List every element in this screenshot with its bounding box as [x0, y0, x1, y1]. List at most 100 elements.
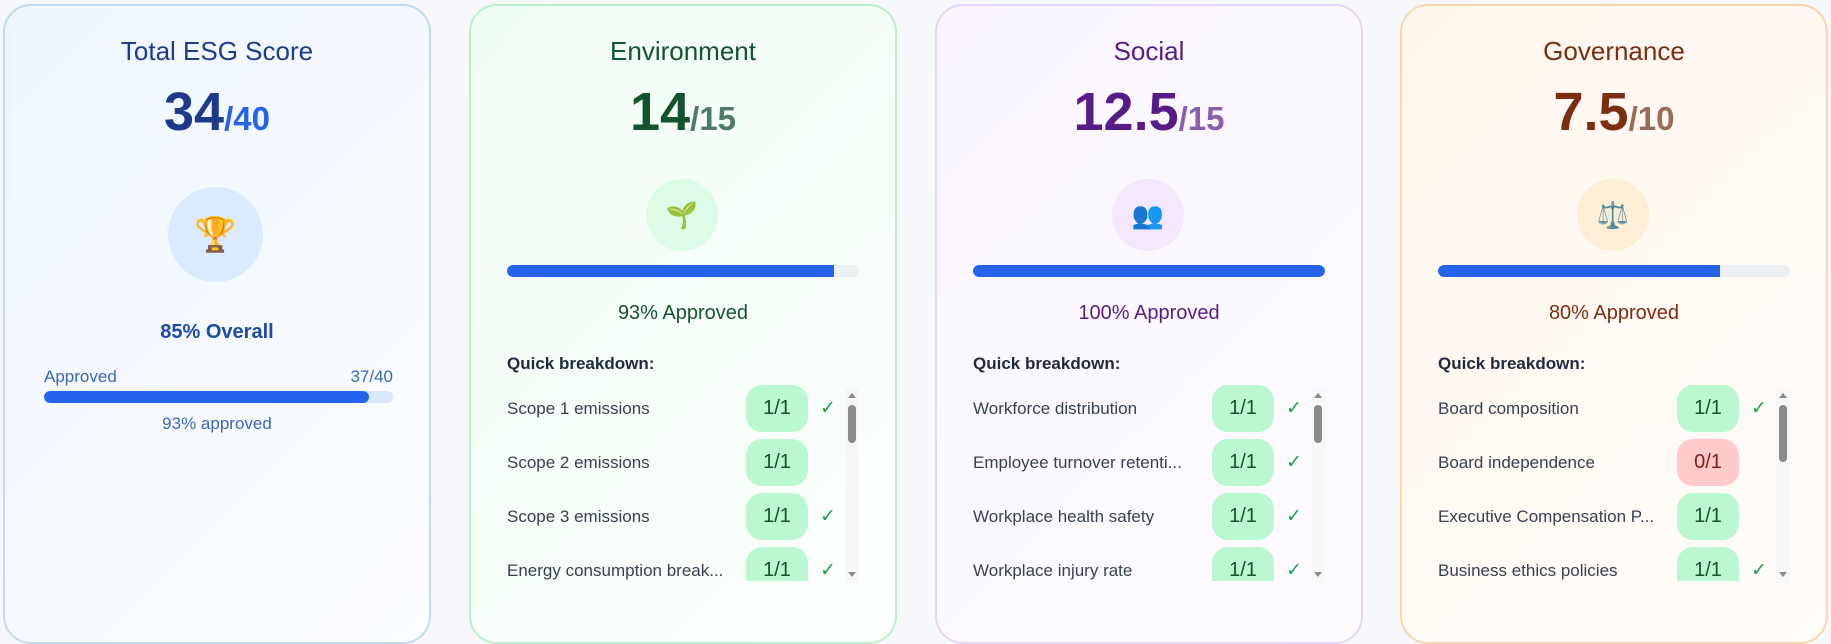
progress-fill — [1438, 265, 1720, 277]
progress-fill — [44, 391, 369, 403]
check-icon: ✓ — [820, 560, 836, 581]
metric-score-badge: 0/1 — [1677, 439, 1739, 486]
card-title: Governance — [1543, 36, 1685, 66]
breakdown-row: Executive Compensation P... 1/1 — [1438, 493, 1790, 540]
total-score: 34/40 — [5, 82, 429, 156]
breakdown-list[interactable]: Board composition 1/1 ✓ Board independen… — [1438, 385, 1790, 581]
quick-breakdown-label: Quick breakdown: — [507, 354, 655, 373]
scroll-thumb[interactable] — [1314, 405, 1322, 443]
metric-score-badge: 1/1 — [1677, 547, 1739, 581]
approved-progress-bar — [1438, 265, 1790, 277]
approved-label: Approved — [44, 367, 117, 386]
metric-label: Employee turnover retenti... — [973, 452, 1182, 472]
score-value: 7.5 — [1553, 82, 1629, 142]
breakdown-scrollbar[interactable] — [1311, 389, 1325, 583]
breakdown-row: Business ethics policies 1/1 ✓ — [1438, 547, 1790, 581]
breakdown-list[interactable]: Workforce distribution 1/1 ✓ Employee tu… — [973, 385, 1325, 581]
metric-score-badge: 1/1 — [746, 439, 808, 486]
breakdown-row: Scope 3 emissions 1/1 ✓ — [507, 493, 859, 540]
total-esg-score-card: Total ESG Score 34/40 🏆 85% Overall Appr… — [3, 4, 431, 644]
card-title: Environment — [610, 36, 756, 66]
breakdown-row: Board composition 1/1 ✓ — [1438, 385, 1790, 432]
metric-label: Board independence — [1438, 452, 1595, 472]
breakdown-row: Energy consumption break... 1/1 ✓ — [507, 547, 859, 581]
overall-percent: 85% Overall — [160, 321, 274, 343]
card-title: Social — [1113, 36, 1185, 66]
metric-label: Workplace injury rate — [973, 560, 1133, 580]
scroll-thumb[interactable] — [848, 405, 856, 443]
metric-label: Energy consumption break... — [507, 560, 724, 580]
check-icon: ✓ — [1286, 560, 1302, 581]
breakdown-list[interactable]: Scope 1 emissions 1/1 ✓ Scope 2 emission… — [507, 385, 859, 581]
scroll-up-arrow-icon[interactable] — [1314, 393, 1322, 398]
progress-fill — [507, 265, 835, 277]
breakdown-scrollbar[interactable] — [845, 389, 859, 583]
check-icon: ✓ — [1751, 398, 1767, 419]
approved-row: Approved 37/40 — [44, 366, 393, 388]
scroll-thumb[interactable] — [1779, 405, 1787, 462]
score-max: /10 — [1628, 100, 1675, 137]
trophy-icon: 🏆 — [168, 187, 263, 282]
breakdown-row: Workforce distribution 1/1 ✓ — [973, 385, 1325, 432]
score-value: 12.5 — [1073, 82, 1179, 142]
approved-percent: 100% Approved — [1078, 302, 1220, 324]
breakdown-row: Workplace health safety 1/1 ✓ — [973, 493, 1325, 540]
metric-score-badge: 1/1 — [1212, 385, 1274, 432]
breakdown-row: Workplace injury rate 1/1 ✓ — [973, 547, 1325, 581]
approved-progress-bar — [507, 265, 859, 277]
breakdown-scrollbar[interactable] — [1776, 389, 1790, 583]
score-value: 14 — [630, 82, 691, 142]
metric-label: Workforce distribution — [973, 398, 1138, 418]
scroll-down-arrow-icon[interactable] — [1779, 572, 1787, 577]
metric-score-badge: 1/1 — [746, 385, 808, 432]
people-icon: 👥 — [1112, 179, 1184, 251]
category-score: 14/15 — [471, 82, 895, 156]
approved-progress-bar — [973, 265, 1325, 277]
approved-percent: 93% Approved — [617, 302, 749, 324]
metric-label: Business ethics policies — [1438, 560, 1618, 580]
score-max: /15 — [1178, 100, 1225, 137]
breakdown-row: Board independence 0/1 — [1438, 439, 1790, 486]
scroll-down-arrow-icon[interactable] — [1314, 572, 1322, 577]
balance-scale-icon: ⚖️ — [1577, 179, 1649, 251]
card-title: Total ESG Score — [120, 36, 314, 66]
check-icon: ✓ — [1286, 452, 1302, 473]
metric-score-badge: 1/1 — [1212, 493, 1274, 540]
metric-label: Scope 1 emissions — [507, 398, 650, 418]
scroll-down-arrow-icon[interactable] — [848, 572, 856, 577]
score-max: /15 — [690, 100, 736, 137]
check-icon: ✓ — [1751, 560, 1767, 581]
breakdown-row: Employee turnover retenti... 1/1 ✓ — [973, 439, 1325, 486]
quick-breakdown-label: Quick breakdown: — [973, 354, 1121, 373]
breakdown-row: Scope 2 emissions 1/1 — [507, 439, 859, 486]
metric-score-badge: 1/1 — [1212, 547, 1274, 581]
scroll-up-arrow-icon[interactable] — [1779, 393, 1787, 398]
metric-score-badge: 1/1 — [1212, 439, 1274, 486]
social-card: Social 12.5/15 👥 100% Approved Quick bre… — [935, 4, 1363, 644]
check-icon: ✓ — [1286, 398, 1302, 419]
score-max: /40 — [224, 100, 270, 137]
approved-progress-bar — [44, 391, 393, 403]
governance-card: Governance 7.5/10 ⚖️ 80% Approved Quick … — [1400, 4, 1828, 644]
scroll-up-arrow-icon[interactable] — [848, 393, 856, 398]
check-icon: ✓ — [820, 398, 836, 419]
metric-score-badge: 1/1 — [1677, 493, 1739, 540]
metric-score-badge: 1/1 — [746, 547, 808, 581]
score-value: 34 — [164, 82, 225, 142]
metric-label: Scope 3 emissions — [507, 506, 650, 526]
seedling-icon: 🌱 — [646, 179, 718, 251]
environment-card: Environment 14/15 🌱 93% Approved Quick b… — [469, 4, 897, 644]
category-score: 7.5/10 — [1402, 82, 1826, 156]
metric-score-badge: 1/1 — [1677, 385, 1739, 432]
metric-label: Board composition — [1438, 398, 1579, 418]
check-icon: ✓ — [820, 506, 836, 527]
category-score: 12.5/15 — [937, 82, 1361, 156]
metric-label: Scope 2 emissions — [507, 452, 650, 472]
check-icon: ✓ — [1286, 506, 1302, 527]
approved-count: 37/40 — [350, 367, 393, 386]
metric-score-badge: 1/1 — [746, 493, 808, 540]
quick-breakdown-label: Quick breakdown: — [1438, 354, 1586, 373]
approved-percent-text: 93% approved — [162, 414, 272, 433]
breakdown-row: Scope 1 emissions 1/1 ✓ — [507, 385, 859, 432]
metric-label: Executive Compensation P... — [1438, 506, 1655, 526]
